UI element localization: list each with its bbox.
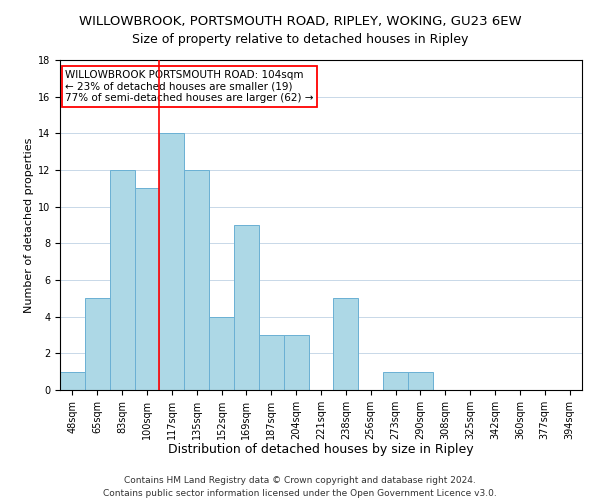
Bar	[234, 225, 259, 390]
Y-axis label: Number of detached properties: Number of detached properties	[24, 138, 34, 312]
Bar	[134, 188, 160, 390]
Bar	[110, 170, 134, 390]
Bar	[259, 335, 284, 390]
Bar	[408, 372, 433, 390]
Bar	[85, 298, 110, 390]
Text: Contains HM Land Registry data © Crown copyright and database right 2024.
Contai: Contains HM Land Registry data © Crown c…	[103, 476, 497, 498]
X-axis label: Distribution of detached houses by size in Ripley: Distribution of detached houses by size …	[168, 444, 474, 456]
Bar	[284, 335, 308, 390]
Bar	[383, 372, 408, 390]
Bar	[160, 134, 184, 390]
Bar	[209, 316, 234, 390]
Text: WILLOWBROOK, PORTSMOUTH ROAD, RIPLEY, WOKING, GU23 6EW: WILLOWBROOK, PORTSMOUTH ROAD, RIPLEY, WO…	[79, 15, 521, 28]
Bar	[184, 170, 209, 390]
Text: Size of property relative to detached houses in Ripley: Size of property relative to detached ho…	[132, 32, 468, 46]
Bar	[334, 298, 358, 390]
Text: WILLOWBROOK PORTSMOUTH ROAD: 104sqm
← 23% of detached houses are smaller (19)
77: WILLOWBROOK PORTSMOUTH ROAD: 104sqm ← 23…	[65, 70, 314, 103]
Bar	[60, 372, 85, 390]
